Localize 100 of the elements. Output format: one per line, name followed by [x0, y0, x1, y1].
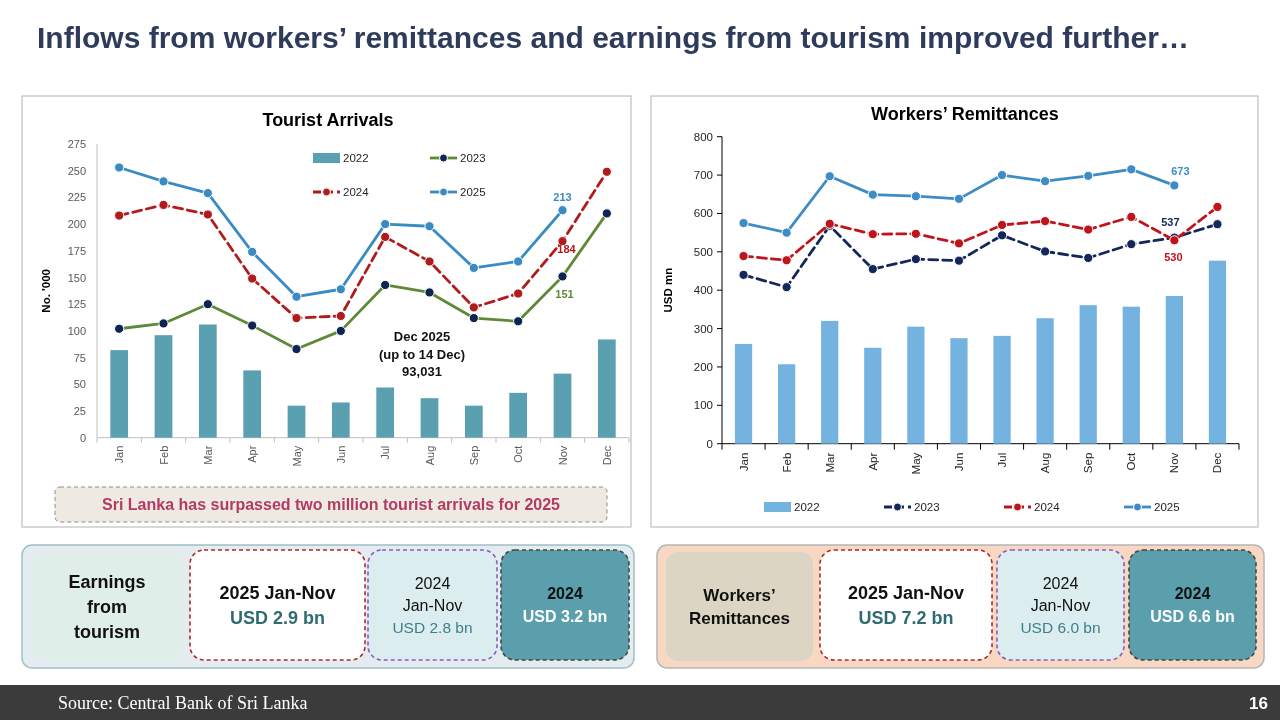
- y-tick-label: 75: [73, 351, 86, 364]
- text: USD 3.2 bn: [522, 607, 608, 625]
- y-tick-label: 0: [706, 437, 713, 450]
- bar: [1208, 260, 1227, 444]
- bar: [287, 405, 306, 438]
- y-tick-label: 150: [67, 271, 86, 284]
- x-tick-label: Sep: [1082, 452, 1095, 474]
- legend-label: 2023: [460, 152, 486, 164]
- text: 2024: [547, 585, 583, 603]
- y-tick-label: 0: [79, 431, 86, 444]
- point: [468, 262, 479, 273]
- x-tick-label: Aug: [423, 445, 436, 466]
- point: [738, 269, 749, 280]
- bar: [1122, 306, 1140, 444]
- y-tick-label: 800: [693, 130, 713, 143]
- point: [953, 255, 965, 266]
- point: [247, 320, 258, 331]
- y-tick-label: 200: [693, 360, 713, 373]
- point: [1040, 216, 1051, 227]
- text: Inflows from workers’ remittances and earnings from tourism improved further…: [37, 21, 1189, 54]
- text: USD 7.2 bn: [858, 607, 954, 628]
- text: Sri Lanka has surpassed two million tourist arrivals for 2025: [102, 496, 561, 514]
- bar: [376, 387, 395, 438]
- point: [513, 316, 524, 327]
- point: [953, 193, 965, 204]
- bar: [553, 373, 572, 438]
- text: 2024 Jan-Nov: [402, 574, 463, 614]
- point: [1040, 246, 1051, 257]
- point: [781, 227, 792, 238]
- y-tick-label: 50: [73, 378, 86, 391]
- text: USD 6.6 bn: [1150, 607, 1235, 625]
- y-tick-label: 600: [693, 207, 713, 220]
- point: [114, 210, 125, 221]
- point: [202, 209, 213, 220]
- y-tick-label: 25: [73, 405, 86, 417]
- point: [158, 318, 169, 329]
- x-tick-label: Apr: [246, 445, 259, 463]
- x-tick-label: Mar: [201, 445, 214, 465]
- point: [335, 325, 346, 336]
- x-tick-label: Feb: [157, 445, 170, 465]
- text: 16: [1249, 693, 1268, 713]
- x-tick-label: Oct: [1125, 451, 1138, 471]
- data-label: 151: [555, 288, 574, 301]
- data-label: 213: [553, 191, 572, 204]
- source-note: Source: Central Bank of Sri Lanka: [58, 692, 308, 713]
- y-tick-label: 225: [67, 191, 86, 204]
- point: [1083, 170, 1094, 181]
- point: [867, 189, 878, 200]
- bar: [1165, 295, 1183, 444]
- x-tick-label: Jul: [996, 452, 1009, 468]
- point: [1126, 239, 1137, 250]
- bar: [1079, 305, 1097, 444]
- point: [1083, 224, 1094, 235]
- bar: [464, 405, 483, 438]
- point: [291, 312, 302, 324]
- bar: [907, 326, 925, 444]
- point: [910, 191, 921, 202]
- point: [513, 288, 524, 299]
- x-tick-label: Nov: [1168, 452, 1181, 474]
- bar: [597, 339, 616, 438]
- bar: [821, 320, 839, 444]
- x-tick-label: Mar: [823, 452, 836, 473]
- legend-label: 2025: [1154, 501, 1180, 513]
- data-label: 530: [1164, 251, 1183, 264]
- point: [867, 263, 878, 275]
- point: [738, 250, 749, 262]
- bar: [778, 364, 796, 444]
- data-label: 537: [1161, 215, 1180, 228]
- point: [424, 287, 435, 298]
- point: [557, 271, 568, 282]
- point: [335, 284, 346, 295]
- bar: [734, 343, 753, 444]
- point: [424, 221, 435, 232]
- chart-title: Workers’ Remittances: [871, 104, 1059, 124]
- bar: [420, 398, 439, 438]
- point: [824, 171, 835, 182]
- point: [247, 246, 258, 257]
- x-tick-label: Oct: [512, 445, 525, 463]
- x-tick-label: Jun: [334, 445, 347, 464]
- bar: [864, 347, 882, 444]
- point: [380, 231, 391, 243]
- point: [1212, 201, 1223, 213]
- chart-title: Tourist Arrivals: [262, 110, 394, 130]
- text: 2024: [1174, 585, 1211, 603]
- point: [468, 302, 479, 313]
- point: [1212, 219, 1223, 230]
- point: [158, 199, 169, 210]
- bar: [243, 370, 262, 438]
- x-tick-label: Jul: [379, 445, 392, 460]
- bar: [154, 335, 173, 438]
- text: 2025 Jan-Nov: [219, 582, 336, 603]
- point: [738, 217, 749, 229]
- y-tick-label: 100: [67, 324, 86, 337]
- point: [601, 166, 612, 177]
- point: [291, 343, 302, 355]
- point: [468, 312, 479, 324]
- point: [424, 256, 435, 267]
- point: [513, 256, 524, 267]
- legend-label: 2024: [343, 186, 370, 198]
- x-tick-label: Jan: [113, 445, 126, 464]
